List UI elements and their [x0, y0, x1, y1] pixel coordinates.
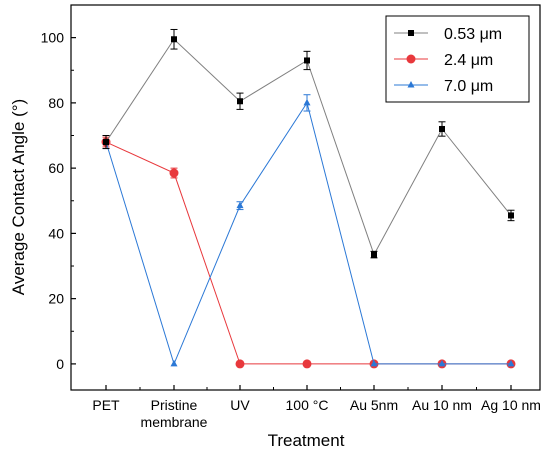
legend: 0.53 μm 2.4 μm 7.0 μm — [385, 15, 530, 103]
y-tick-label: 20 — [48, 291, 64, 307]
series-line — [105, 141, 511, 365]
data-point — [439, 125, 445, 132]
y-tick-label: 60 — [48, 160, 64, 176]
series-layer — [101, 28, 516, 369]
legend-label: 7.0 μm — [444, 78, 493, 95]
data-point — [302, 359, 312, 369]
legend-marker — [406, 54, 416, 64]
data-point — [237, 98, 243, 105]
y-axis-title: Average Contact Angle (°) — [9, 99, 28, 295]
data-point — [371, 251, 377, 258]
legend-marker — [407, 81, 415, 88]
x-tick-label: UV — [230, 397, 250, 413]
data-point — [438, 359, 446, 367]
data-point — [370, 359, 378, 367]
data-point — [236, 201, 244, 209]
series-1 — [101, 136, 516, 369]
x-tick-label: 100 °C — [286, 397, 329, 413]
x-tick-label: membrane — [141, 414, 208, 430]
y-axis: 0 20 40 60 80 100 — [41, 30, 76, 372]
y-tick-label: 80 — [48, 95, 64, 111]
x-tick-label: PET — [92, 397, 120, 413]
data-point — [303, 98, 311, 106]
x-tick-label: Pristine — [151, 397, 198, 413]
data-point — [103, 139, 109, 146]
data-point — [508, 212, 514, 219]
data-point — [235, 359, 245, 369]
series-line — [105, 101, 511, 366]
x-tick-label: Ag 10 nm — [481, 397, 541, 413]
y-tick-label: 100 — [41, 30, 65, 46]
y-tick-label: 0 — [56, 356, 64, 372]
legend-label: 0.53 μm — [444, 26, 502, 43]
plot-frame — [70, 4, 541, 391]
y-tick-label: 40 — [48, 225, 64, 241]
data-point — [507, 359, 515, 367]
x-tick-label: Au 10 nm — [412, 397, 472, 413]
data-point — [171, 36, 177, 43]
legend-label: 2.4 μm — [444, 52, 493, 69]
legend-marker — [408, 30, 414, 36]
data-point — [170, 359, 178, 367]
x-tick-label: Au 5nm — [350, 397, 398, 413]
data-point — [169, 168, 179, 178]
series-2 — [102, 94, 515, 367]
series-0 — [102, 28, 515, 259]
x-axis-title: Treatment — [268, 431, 345, 450]
data-point — [304, 57, 310, 64]
